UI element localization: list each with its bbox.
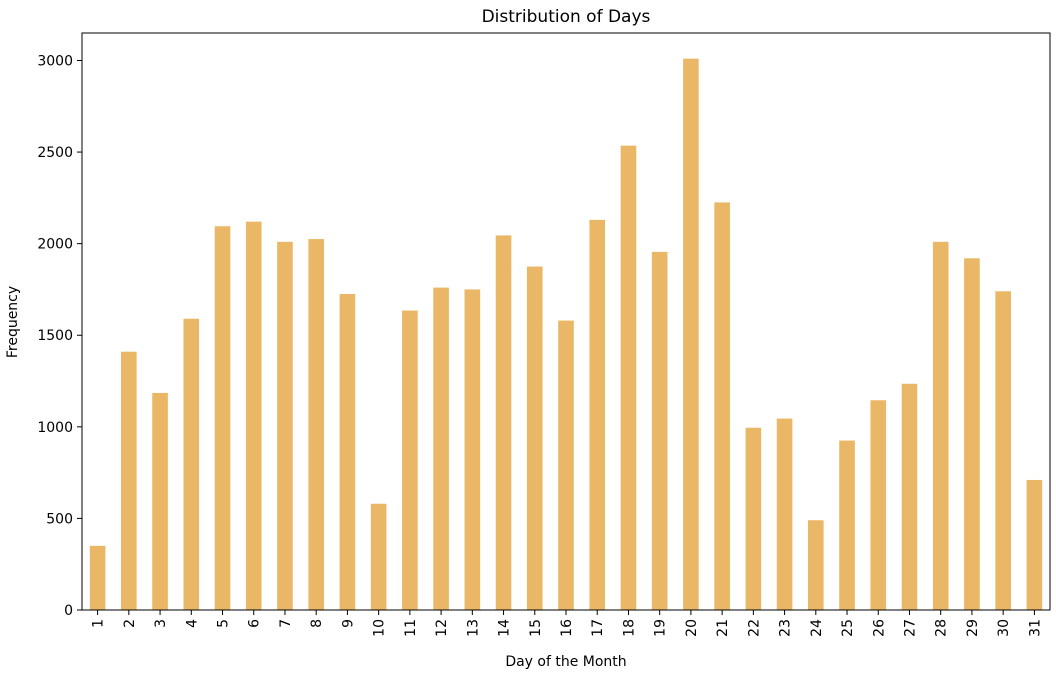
bar-day-22 [745,427,762,610]
x-tick-label: 18 [621,619,637,637]
x-tick-label: 6 [247,619,263,628]
bar-day-7 [277,241,293,610]
bar-day-15 [526,266,543,610]
x-tick-label: 7 [278,619,294,628]
bar-day-20 [683,58,699,610]
bar-day-16 [558,320,574,610]
x-tick-label: 19 [653,619,669,637]
x-tick-label: 14 [497,619,513,637]
bar-day-26 [870,400,887,610]
x-tick-label: 31 [1027,619,1043,637]
bars-group [89,58,1043,611]
bar-day-28 [932,241,949,610]
x-tick-label: 1 [91,619,107,628]
y-tick-label: 1500 [37,328,73,344]
x-tick-label: 13 [465,619,481,637]
x-tick-label: 26 [871,619,887,637]
x-tick-label: 29 [965,619,981,637]
bar-day-12 [433,287,449,610]
x-tick-label: 10 [372,619,388,637]
x-axis: 1 2 3 4 5 6 7 8 9 10 11 12 13 14 15 16 17 18 19 20 21 22 23 24 2… [91,610,1043,637]
y-tick-label: 0 [64,603,73,619]
bar-day-31 [1026,479,1043,610]
x-tick-label: 28 [934,619,950,637]
y-axis: 0 500 1000 1500 2000 2500 3000 [37,53,82,619]
x-tick-label: 4 [184,619,200,628]
bar-day-1 [89,545,106,610]
chart-title: Distribution of Days [482,7,651,27]
bar-day-19 [651,251,668,610]
x-tick-label: 2 [122,619,138,628]
bar-day-9 [339,294,356,610]
x-tick-label: 17 [590,619,606,637]
bar-day-10 [370,503,387,610]
bar-day-8 [308,239,324,610]
bar-day-24 [808,520,824,610]
x-tick-label: 15 [528,619,544,637]
y-tick-label: 3000 [37,53,73,69]
x-tick-label: 9 [340,619,356,628]
bar-day-17 [589,219,606,610]
x-tick-label: 16 [559,619,575,637]
bar-day-13 [464,289,481,610]
bar-day-4 [183,318,200,610]
bar-day-5 [214,226,231,610]
x-tick-label: 27 [902,619,918,637]
x-tick-label: 8 [309,619,325,628]
y-tick-label: 2500 [37,145,73,161]
x-tick-label: 25 [840,619,856,637]
y-axis-label: Frequency [5,286,21,358]
x-tick-label: 11 [403,619,419,637]
y-tick-label: 1000 [37,420,73,436]
bar-day-27 [901,383,918,610]
x-tick-label: 12 [434,619,450,637]
y-tick-label: 500 [46,511,73,527]
x-tick-label: 24 [809,619,825,637]
x-tick-label: 23 [778,619,794,637]
x-tick-label: 3 [153,619,169,628]
bar-day-6 [245,221,262,611]
bar-day-23 [776,418,793,610]
x-tick-label: 22 [746,619,762,637]
x-axis-label: Day of the Month [505,654,626,670]
bar-day-18 [620,145,637,610]
bar-day-29 [964,258,980,610]
bar-day-25 [839,440,855,610]
bar-day-21 [714,202,730,610]
bar-day-3 [152,392,168,610]
y-tick-label: 2000 [37,237,73,253]
x-tick-label: 20 [684,619,700,637]
x-tick-label: 21 [715,619,731,637]
x-tick-label: 30 [996,619,1012,637]
plot-frame [81,32,1051,611]
bar-day-2 [121,351,137,610]
bar-day-11 [402,310,418,610]
x-tick-label: 5 [216,619,232,628]
bar-day-30 [995,291,1011,610]
bar-day-14 [495,235,512,610]
